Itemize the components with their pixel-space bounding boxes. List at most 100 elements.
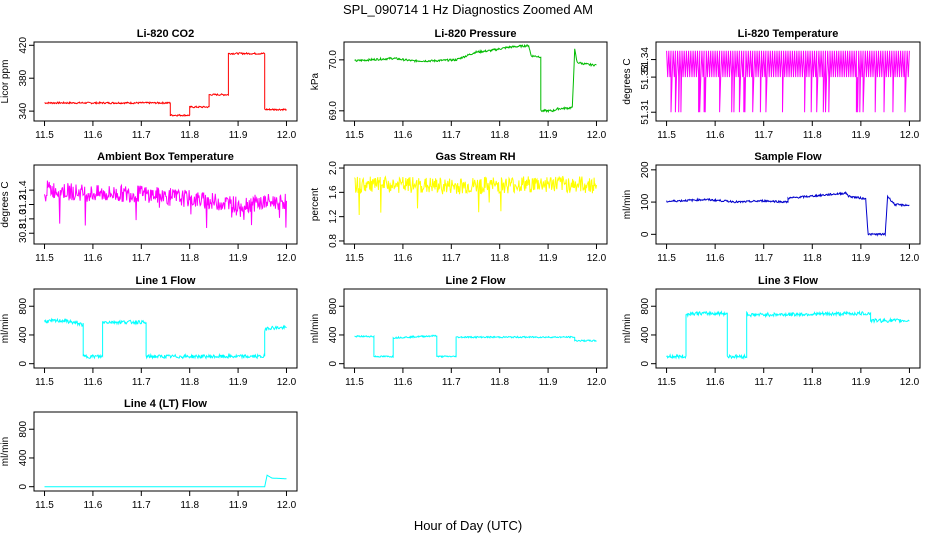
x-tick-label: 11.7 bbox=[442, 253, 461, 264]
figure-xlabel: Hour of Day (UTC) bbox=[414, 518, 522, 533]
y-tick-label: 400 bbox=[18, 326, 29, 343]
y-tick-label: 70.0 bbox=[328, 50, 339, 70]
y-axis-label: ml/min bbox=[622, 314, 633, 343]
x-tick-label: 11.7 bbox=[132, 500, 151, 511]
chart-panel: Line 3 Flow ml/min 11.5 11.6 11.7 11.8 11.9 12.… bbox=[622, 275, 921, 388]
y-tick-label: 800 bbox=[328, 297, 339, 314]
series-line bbox=[354, 334, 597, 359]
chart-panel: Gas Stream RH percent 11.5 11.6 11.7 11.8 11.9… bbox=[310, 151, 608, 264]
x-tick-label: 11.6 bbox=[84, 253, 103, 264]
x-tick-label: 11.8 bbox=[803, 377, 822, 388]
x-tick-label: 12.0 bbox=[277, 500, 297, 511]
series-line bbox=[354, 43, 597, 113]
plot-frame bbox=[33, 288, 298, 369]
y-axis-label: percent bbox=[310, 188, 321, 222]
y-tick-label: 400 bbox=[18, 449, 29, 466]
x-tick-label: 12.0 bbox=[277, 377, 297, 388]
y-tick-label: 800 bbox=[18, 297, 29, 314]
x-tick-label: 12.0 bbox=[277, 130, 297, 141]
x-tick-label: 11.6 bbox=[84, 130, 103, 141]
chart-panel: Li-820 Pressure kPa 11.5 11.6 11.7 11.8 11.9 12… bbox=[310, 28, 608, 141]
x-tick-label: 11.7 bbox=[754, 377, 773, 388]
y-axis-label: Licor ppm bbox=[0, 60, 11, 104]
x-tick-label: 11.9 bbox=[539, 253, 558, 264]
series-line bbox=[44, 180, 287, 229]
x-tick-label: 11.5 bbox=[35, 377, 54, 388]
x-tick-label: 11.6 bbox=[706, 130, 725, 141]
x-tick-label: 12.0 bbox=[277, 253, 297, 264]
plot-frame bbox=[343, 288, 608, 369]
x-tick-label: 11.6 bbox=[394, 253, 413, 264]
x-tick-label: 11.8 bbox=[180, 130, 199, 141]
x-tick-label: 11.6 bbox=[84, 377, 103, 388]
x-tick-label: 11.9 bbox=[851, 377, 870, 388]
x-tick-label: 11.7 bbox=[132, 253, 151, 264]
panel-title: Line 4 (LT) Flow bbox=[124, 398, 207, 410]
y-tick-label: 51.31 bbox=[640, 99, 651, 124]
x-tick-label: 12.0 bbox=[587, 377, 607, 388]
y-tick-label: 200 bbox=[640, 161, 651, 178]
x-tick-label: 11.8 bbox=[180, 377, 199, 388]
x-tick-label: 11.8 bbox=[180, 500, 199, 511]
panel-title: Line 3 Flow bbox=[758, 275, 818, 287]
chart-panel: Li-820 CO2 Licor ppm 11.5 11.6 11.7 11.8 11.9 1… bbox=[0, 28, 298, 141]
x-tick-label: 11.5 bbox=[657, 253, 676, 264]
x-tick-label: 11.7 bbox=[754, 130, 773, 141]
panel-title: Gas Stream RH bbox=[435, 151, 515, 163]
y-tick-label: 0 bbox=[18, 360, 29, 366]
series-line bbox=[44, 317, 287, 360]
x-tick-label: 11.8 bbox=[180, 253, 199, 264]
x-tick-label: 11.6 bbox=[706, 253, 725, 264]
y-axis-label: degrees C bbox=[622, 58, 633, 104]
x-tick-label: 11.9 bbox=[229, 253, 248, 264]
y-tick-label: 0 bbox=[640, 231, 651, 237]
y-tick-label: 400 bbox=[328, 326, 339, 343]
x-tick-label: 12.0 bbox=[900, 130, 920, 141]
chart-panel: Ambient Box Temperature degrees C 11.5 11.6… bbox=[0, 151, 298, 264]
y-tick-label: 800 bbox=[18, 420, 29, 437]
y-tick-label: 1.2 bbox=[328, 209, 339, 223]
y-axis-label: ml/min bbox=[0, 314, 11, 343]
x-tick-label: 11.5 bbox=[345, 130, 364, 141]
x-tick-label: 11.8 bbox=[803, 253, 822, 264]
y-tick-label: 31.2 bbox=[18, 194, 29, 214]
plot-frame bbox=[655, 164, 921, 245]
x-tick-label: 12.0 bbox=[587, 130, 607, 141]
x-tick-label: 11.9 bbox=[229, 377, 248, 388]
y-tick-label: 400 bbox=[640, 326, 651, 343]
series-line bbox=[44, 474, 287, 488]
x-tick-label: 11.9 bbox=[229, 130, 248, 141]
figure-title: SPL_090714 1 Hz Diagnostics Zoomed AM bbox=[343, 2, 593, 17]
panel-title: Li-820 CO2 bbox=[137, 28, 194, 40]
plot-frame bbox=[655, 41, 921, 122]
y-tick-label: 51.33 bbox=[640, 64, 651, 89]
x-tick-label: 12.0 bbox=[900, 253, 920, 264]
chart-panel: Line 2 Flow ml/min 11.5 11.6 11.7 11.8 11.9 12.… bbox=[310, 275, 608, 388]
x-tick-label: 11.6 bbox=[706, 377, 725, 388]
y-tick-label: 380 bbox=[18, 69, 29, 86]
x-tick-label: 11.5 bbox=[35, 130, 54, 141]
x-tick-label: 11.8 bbox=[490, 377, 509, 388]
x-tick-label: 12.0 bbox=[587, 253, 607, 264]
panel-title: Sample Flow bbox=[754, 151, 822, 163]
x-tick-label: 11.6 bbox=[394, 130, 413, 141]
chart-panel: Line 1 Flow ml/min 11.5 11.6 11.7 11.8 11.9 12.… bbox=[0, 275, 298, 388]
y-axis-label: ml/min bbox=[0, 437, 11, 466]
plot-frame bbox=[655, 288, 921, 369]
series-line bbox=[666, 310, 910, 360]
panel-title: Li-820 Temperature bbox=[738, 28, 839, 40]
panel-title: Li-820 Pressure bbox=[435, 28, 517, 40]
x-tick-label: 11.6 bbox=[84, 500, 103, 511]
series-line bbox=[666, 191, 910, 237]
y-tick-label: 0 bbox=[328, 360, 339, 366]
panel-grid: Li-820 CO2 Licor ppm 11.5 11.6 11.7 11.8 11.9 1… bbox=[0, 28, 921, 511]
x-tick-label: 11.5 bbox=[657, 130, 676, 141]
x-tick-label: 11.9 bbox=[229, 500, 248, 511]
y-tick-label: 30.8 bbox=[18, 223, 29, 243]
series-line bbox=[354, 175, 597, 216]
y-tick-label: 0 bbox=[18, 483, 29, 489]
y-axis-label: kPa bbox=[310, 72, 321, 90]
plot-frame bbox=[33, 41, 298, 122]
y-tick-label: 340 bbox=[18, 102, 29, 119]
